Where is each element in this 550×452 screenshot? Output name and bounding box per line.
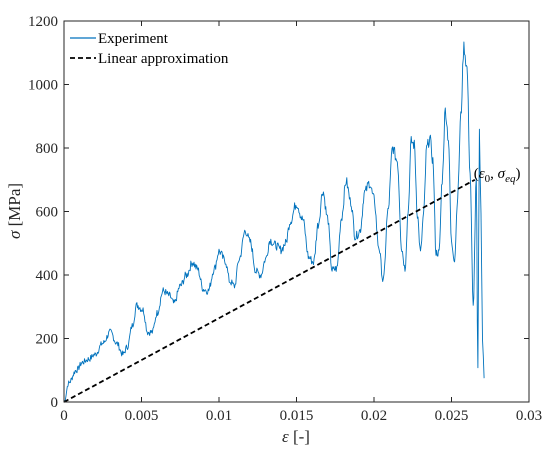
legend-label-experiment: Experiment bbox=[98, 31, 169, 47]
x-tick-label: 0.02 bbox=[361, 408, 387, 424]
series-line-experiment bbox=[63, 41, 485, 403]
series-layer bbox=[63, 41, 485, 403]
x-tick-label: 0.025 bbox=[435, 408, 469, 424]
y-tick-label: 400 bbox=[36, 268, 59, 284]
ticks-layer: 0 0.005 0.01 0.015 0.02 0.025 0.03 0 200 400 600 80… bbox=[28, 14, 542, 424]
y-axis-label: σ [MPa] bbox=[5, 183, 24, 239]
y-tick-label: 600 bbox=[36, 205, 59, 221]
x-axis-label: ε [-] bbox=[282, 427, 310, 446]
legend: Experiment Linear approximation bbox=[70, 31, 229, 67]
series-line-linear-approximation bbox=[63, 179, 476, 403]
y-tick-label: 1200 bbox=[28, 14, 58, 30]
plot-area bbox=[63, 20, 530, 403]
x-tick-label: 0 bbox=[60, 408, 68, 424]
y-tick-label: 1000 bbox=[28, 78, 58, 94]
x-tick-label: 0.01 bbox=[206, 408, 232, 424]
legend-label-linear: Linear approximation bbox=[98, 51, 229, 67]
x-tick-label: 0.015 bbox=[280, 408, 314, 424]
y-tick-label: 800 bbox=[36, 141, 59, 157]
x-tick-label: 0.005 bbox=[125, 408, 159, 424]
y-tick-label: 0 bbox=[51, 395, 59, 411]
x-tick-label: 0.03 bbox=[516, 408, 542, 424]
y-tick-label: 200 bbox=[36, 332, 59, 348]
point-annotation: (ε0, σeq) bbox=[474, 166, 521, 185]
annotation-label: (ε0, σeq) bbox=[474, 166, 521, 185]
